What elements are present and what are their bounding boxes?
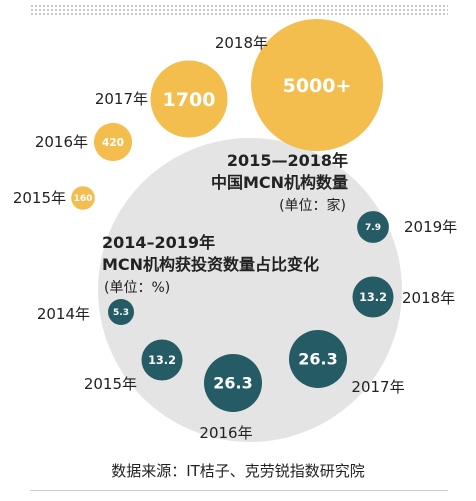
investment-share-subtitle: MCN机构获投资数量占比变化 [102,255,319,274]
investment-share-value-label-4: 13.2 [359,291,387,304]
investment-share-bubble-0 [108,299,134,325]
mcn-count-year-label-1: 2016年 [35,133,88,151]
investment-share-bubble-2 [204,354,262,412]
mcn-count-value-label-3: 5000+ [283,75,352,97]
investment-share-bubble-4 [352,276,394,318]
investment-share-value-label-5: 7.9 [365,223,381,233]
mcn-count-value-label-2: 1700 [163,89,216,111]
investment-share-value-label-0: 5.3 [113,308,129,318]
mcn-count-year-label-3: 2018年 [215,34,268,52]
mcn-count-title: 2015—2018年 [227,151,348,170]
bottom-divider [30,490,448,491]
investment-share-value-label-2: 26.3 [213,374,252,393]
investment-share-bubble-1 [141,339,183,381]
mcn-count-bubble-1 [93,122,133,162]
investment-share-unit: (单位：%) [104,280,170,296]
mcn-count-value-label-1: 420 [102,137,124,149]
investment-share-year-label-5: 2019年 [404,218,457,236]
investment-share-year-label-1: 2015年 [84,375,137,393]
investment-share-value-label-3: 26.3 [298,350,337,369]
mcn-count-value-label-0: 160 [74,194,93,204]
investment-share-year-label-4: 2018年 [402,289,455,307]
mcn-count-bubble-0 [71,186,95,210]
mcn-count-year-label-2: 2017年 [95,90,148,108]
mcn-count-year-label-0: 2015年 [13,189,66,207]
investment-share-value-label-1: 13.2 [148,354,176,367]
mcn-count-bubble-2 [150,60,228,138]
source-note: 数据来源：IT桔子、克劳锐指数研究院 [111,462,365,480]
investment-share-title: 2014–2019年 [102,233,215,252]
investment-share-year-label-0: 2014年 [37,305,90,323]
investment-share-year-label-3: 2017年 [351,378,404,396]
investment-share-bubble-3 [289,330,347,388]
mcn-count-subtitle: 中国MCN机构数量 [211,173,348,192]
mcn-count-bubble-3 [251,19,383,151]
mcn-count-unit: (单位：家) [279,197,346,214]
dotted-header-bar [30,4,448,16]
investment-share-bubble-5 [357,211,389,243]
investment-share-year-label-2: 2016年 [199,424,252,442]
